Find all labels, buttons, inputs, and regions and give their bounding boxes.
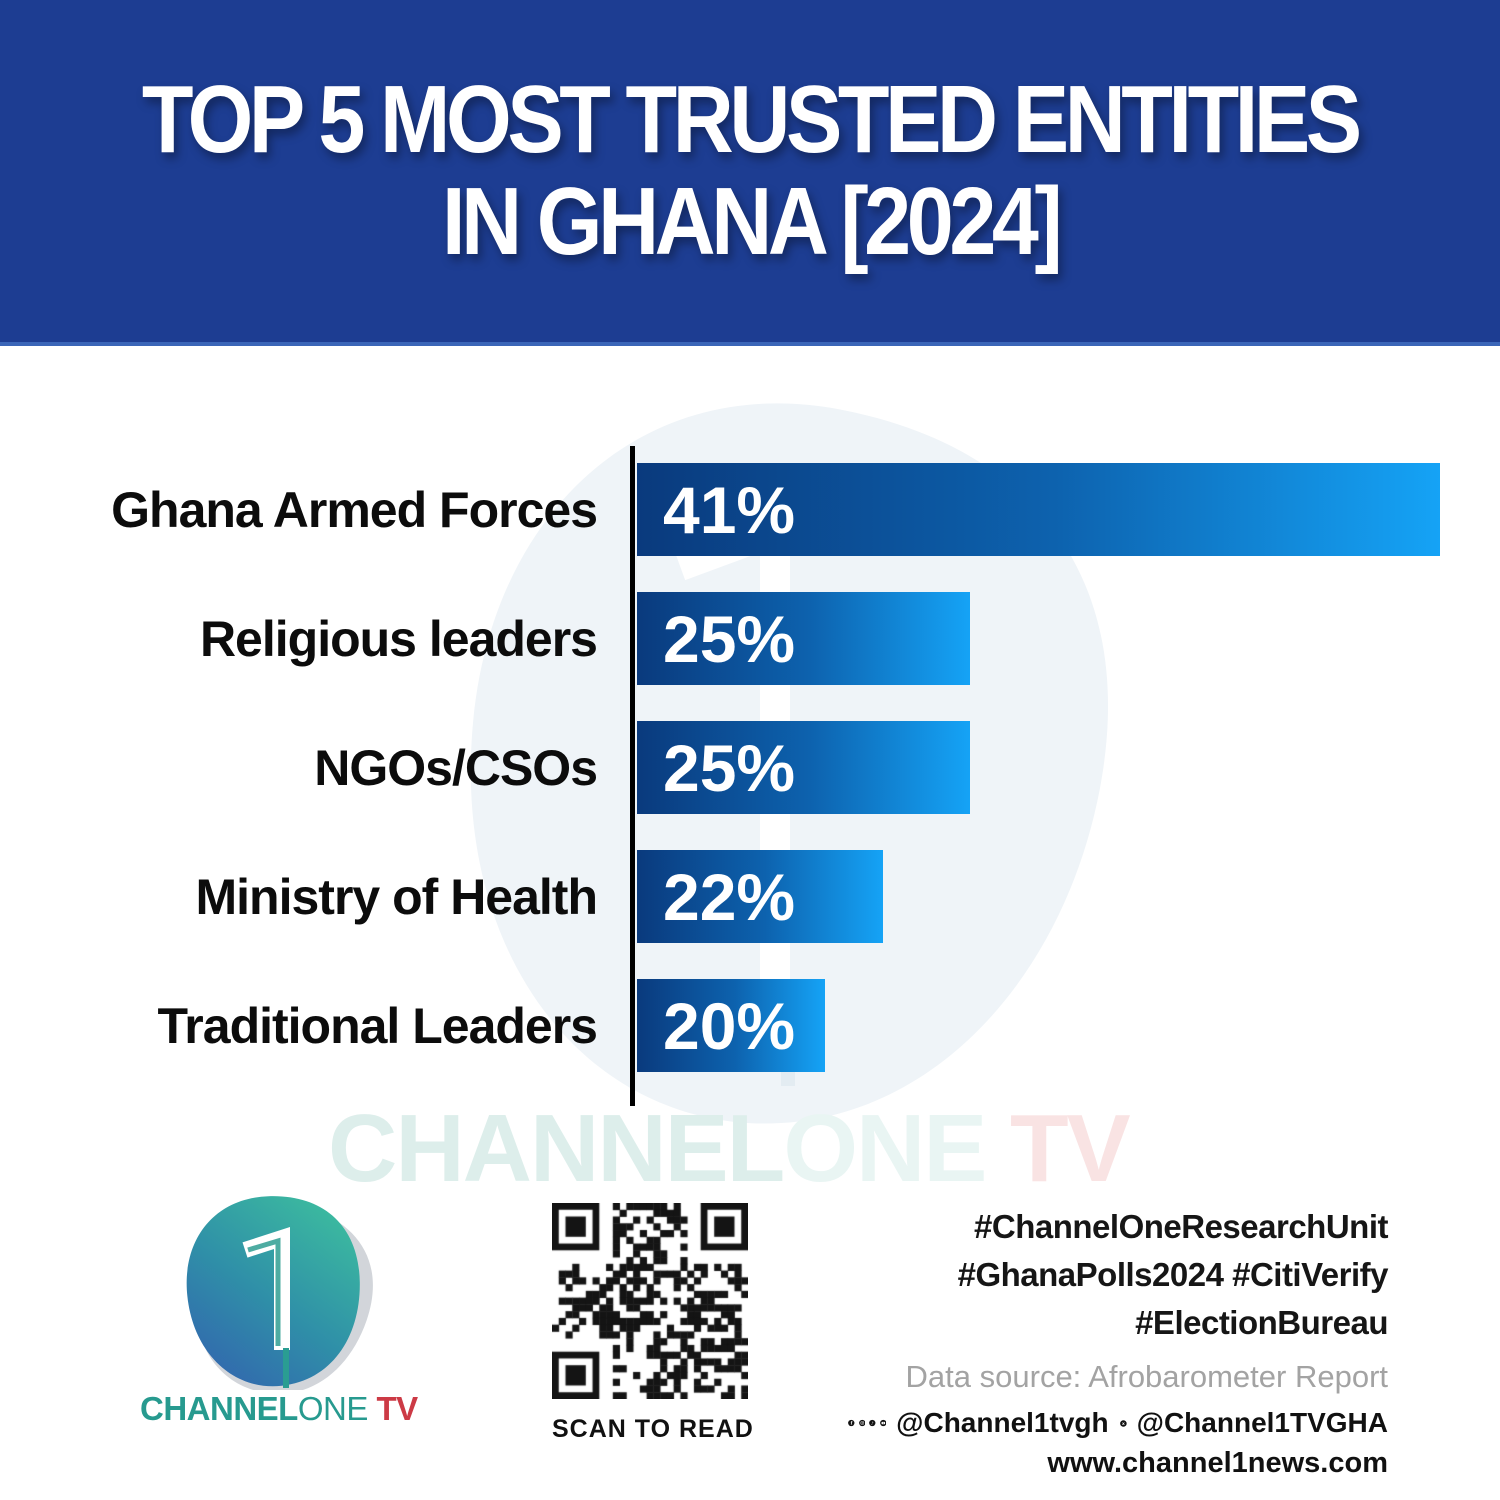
wordmark-channel: CHANNEL — [140, 1390, 298, 1427]
footer: CHANNELONE TV SCAN TO READ #ChannelOneRe… — [0, 1180, 1500, 1500]
hashtag-line: #ElectionBureau — [1135, 1304, 1388, 1341]
wordmark-tv: TV — [367, 1390, 419, 1427]
svg-text:♪: ♪ — [871, 1421, 874, 1426]
watermark-text: CHANNELONE TV — [328, 1094, 1131, 1204]
wordmark-one: ONE — [297, 1390, 369, 1427]
bar-row: Ministry of Health 22% — [0, 850, 1440, 943]
qr-block: SCAN TO READ — [552, 1203, 754, 1444]
bar: 41% — [637, 463, 1440, 556]
bar-label: Ministry of Health — [195, 868, 598, 925]
svg-text:X: X — [1122, 1421, 1125, 1425]
data-source: Data source: Afrobarometer Report — [905, 1359, 1388, 1394]
bar-label: Traditional Leaders — [157, 997, 598, 1054]
bar-value-label: 20% — [663, 988, 796, 1063]
bar-value-label: 25% — [663, 601, 796, 676]
bar: 25% — [637, 721, 971, 814]
watermark-tv: TV — [985, 1095, 1131, 1202]
qr-caption: SCAN TO READ — [552, 1415, 754, 1443]
bar-value-label: 41% — [663, 472, 796, 547]
watermark-channel: CHANNEL — [328, 1095, 785, 1202]
website-url: www.channel1news.com — [1047, 1447, 1388, 1479]
bar-chart: CHANNELONE TV Ghana Armed Forces 41% Rel… — [0, 346, 1500, 1202]
bar-track: 41% — [637, 463, 1440, 556]
hashtag-line: #GhanaPolls2024 #CitiVerify — [957, 1256, 1389, 1293]
bar-label: NGOs/CSOs — [314, 739, 598, 796]
bar-label: Ghana Armed Forces — [111, 481, 598, 538]
bar-value-label: 22% — [663, 859, 796, 934]
bar-track: 25% — [637, 721, 1440, 814]
watermark-one: ONE — [783, 1095, 987, 1202]
bar-label: Religious leaders — [199, 610, 598, 667]
axis-line — [630, 446, 635, 1106]
bar-value-label: 25% — [663, 730, 796, 805]
bar: 25% — [637, 592, 971, 685]
bar: 22% — [637, 850, 883, 943]
header-banner: TOP 5 MOST TRUSTED ENTITIES IN GHANA [20… — [0, 0, 1500, 346]
bar-row: Ghana Armed Forces 41% — [0, 463, 1440, 556]
youtube-icon — [879, 1419, 887, 1427]
svg-text:f: f — [851, 1422, 854, 1427]
logo-wordmark: CHANNELONE TV — [140, 1390, 418, 1428]
social-row: f ♪ @Channel1tvgh X @ — [848, 1407, 1388, 1439]
instagram-icon — [858, 1419, 865, 1427]
page-title-line-1: TOP 5 MOST TRUSTED ENTITIES — [142, 66, 1362, 173]
bar-rows: Ghana Armed Forces 41% Religious leaders… — [0, 463, 1440, 1108]
x-icon: X — [1119, 1419, 1127, 1427]
channel-one-logo: CHANNELONE TV — [140, 1180, 418, 1428]
hashtag-line: #ChannelOneResearchUnit — [974, 1208, 1388, 1245]
bar-track: 20% — [637, 979, 1440, 1072]
bar-track: 25% — [637, 592, 1440, 685]
bar-row: Religious leaders 25% — [0, 592, 1440, 685]
social-handle-2: @Channel1TVGHA — [1136, 1407, 1388, 1438]
bar-track: 22% — [637, 850, 1440, 943]
footer-right-column: #ChannelOneResearchUnit #GhanaPolls2024 … — [848, 1203, 1389, 1480]
hashtags: #ChannelOneResearchUnit #GhanaPolls2024 … — [848, 1203, 1389, 1347]
tiktok-icon: ♪ — [869, 1419, 876, 1427]
channel-one-logo-icon — [186, 1196, 373, 1390]
qr-code — [552, 1203, 748, 1399]
bar-row: NGOs/CSOs 25% — [0, 721, 1440, 814]
bar: 20% — [637, 979, 825, 1072]
social-handle-1: @Channel1tvgh — [896, 1407, 1109, 1438]
bar-row: Traditional Leaders 20% — [0, 979, 1440, 1072]
facebook-icon: f — [848, 1419, 855, 1427]
page-title-line-2: IN GHANA [2024] — [441, 168, 1063, 275]
